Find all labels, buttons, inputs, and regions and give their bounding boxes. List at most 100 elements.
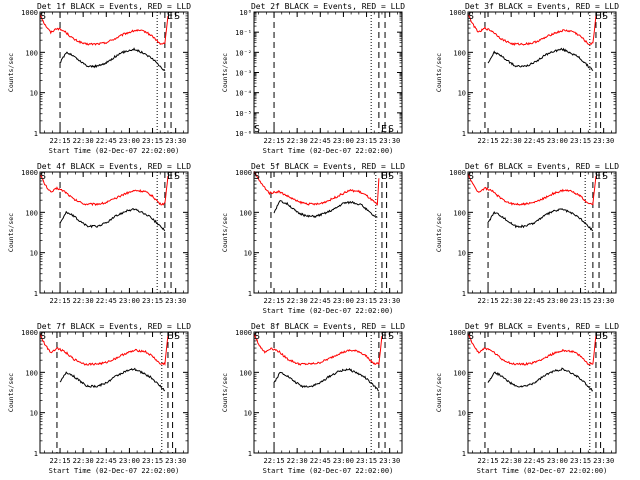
x-tick-label: 23:30 [165, 297, 186, 305]
x-tick-label: 22:45 [524, 297, 545, 305]
events-series-line [59, 367, 166, 392]
events-series-line [487, 47, 594, 72]
x-tick-label: 22:30 [287, 297, 308, 305]
y-tick-label: 10 [244, 410, 252, 418]
x-tick-label: 22:15 [478, 137, 499, 145]
chart-panel: Det 2f BLACK = Events, RED = LLD Counts/s… [221, 2, 405, 155]
x-tick-label: 23:00 [547, 297, 568, 305]
events-series-line [59, 47, 166, 71]
y-tick-label: 10 [244, 250, 252, 258]
end-marker: E [381, 331, 387, 342]
chart-title: Det 9f BLACK = Events, RED = LLD [465, 322, 619, 331]
x-tick-label: 22:45 [310, 297, 331, 305]
x-tick-label: 23:30 [165, 457, 186, 465]
x-tick-label: 23:30 [593, 457, 614, 465]
x-tick-label: 22:45 [96, 137, 117, 145]
y-axis-label: Counts/sec [435, 53, 443, 92]
y-tick-label: 100 [25, 49, 38, 57]
y-tick-label: 1000 [235, 169, 252, 177]
x-tick-label: 22:45 [96, 457, 117, 465]
x-tick-label: 23:00 [333, 457, 354, 465]
y-tick-label: 10⁰ [239, 9, 252, 17]
x-tick-label: 23:00 [547, 137, 568, 145]
x-tick-label: 22:15 [50, 137, 71, 145]
events-series-line [487, 208, 594, 232]
x-tick-label: 22:30 [501, 457, 522, 465]
y-tick-label: 100 [25, 369, 38, 377]
x-tick-label: 23:15 [356, 137, 377, 145]
x-tick-label: 23:15 [142, 297, 163, 305]
chart-title: Det 4f BLACK = Events, RED = LLD [37, 162, 191, 171]
x-tick-label: 22:30 [501, 137, 522, 145]
chart-panel: Det 1f BLACK = Events, RED = LLD Counts/s… [7, 2, 191, 155]
plot-frame [253, 331, 403, 454]
y-tick-label: 1 [34, 290, 38, 298]
start-marker: S [40, 171, 46, 182]
x-axis-label: Start Time (02-Dec-07 22:02:00) [263, 147, 394, 155]
start-marker: S [254, 171, 260, 182]
x-tick-label: 23:30 [379, 137, 400, 145]
x-axis-label: Start Time (02-Dec-07 22:02:00) [263, 467, 394, 475]
plot-frame [253, 171, 403, 294]
y-tick-label: 10 [30, 90, 38, 98]
x-tick-label: 22:45 [310, 457, 331, 465]
chart-title: Det 1f BLACK = Events, RED = LLD [37, 2, 191, 11]
end-marker: E [595, 171, 601, 182]
x-axis-label: Start Time (02-Dec-07 22:02:00) [263, 307, 394, 315]
x-tick-label: 22:30 [287, 457, 308, 465]
start-marker: S [602, 171, 608, 182]
y-tick-label: 10 [30, 410, 38, 418]
y-tick-label: 10⁻⁶ [235, 130, 252, 138]
chart-title: Det 7f BLACK = Events, RED = LLD [37, 322, 191, 331]
y-tick-label: 1000 [21, 329, 38, 337]
start-marker: S [40, 11, 46, 22]
y-tick-label: 10⁻² [235, 49, 252, 57]
start-marker: S [468, 331, 474, 342]
y-tick-label: 1 [34, 130, 38, 138]
events-series-line [59, 208, 166, 232]
lld-series-line [253, 171, 380, 206]
start-marker: S [602, 331, 608, 342]
x-tick-label: 23:15 [570, 457, 591, 465]
y-tick-label: 10⁻⁴ [235, 90, 252, 98]
y-tick-label: 1 [462, 290, 466, 298]
x-tick-label: 22:30 [73, 297, 94, 305]
y-tick-label: 10⁻⁵ [235, 110, 252, 118]
x-tick-label: 23:30 [165, 137, 186, 145]
lld-series-line [253, 333, 383, 366]
y-tick-label: 100 [239, 209, 252, 217]
start-marker: S [388, 171, 394, 182]
plot-frame [467, 11, 617, 134]
x-tick-label: 23:30 [379, 457, 400, 465]
end-marker: E [381, 124, 387, 135]
x-tick-label: 23:15 [142, 137, 163, 145]
events-series-line [273, 200, 378, 219]
x-axis-label: Start Time (02-Dec-07 22:02:00) [49, 467, 180, 475]
y-tick-label: 100 [25, 209, 38, 217]
x-axis-label: Start Time (02-Dec-07 22:02:00) [49, 147, 180, 155]
chart-panel: Det 3f BLACK = Events, RED = LLD Counts/s… [435, 2, 619, 145]
y-tick-label: 10⁻³ [235, 70, 252, 78]
end-marker: E [167, 11, 173, 22]
chart-panel: Det 7f BLACK = Events, RED = LLD Counts/s… [7, 322, 191, 475]
x-tick-label: 23:15 [356, 457, 377, 465]
y-axis-label: Counts/sec [435, 373, 443, 412]
x-tick-label: 22:15 [478, 457, 499, 465]
start-marker: S [174, 331, 180, 342]
y-axis-label: Counts/sec [7, 213, 15, 252]
start-marker: S [468, 11, 474, 22]
x-tick-label: 23:00 [333, 137, 354, 145]
plot-frame [253, 11, 403, 134]
start-marker: S [174, 11, 180, 22]
x-tick-label: 23:15 [570, 297, 591, 305]
events-series-line [273, 367, 379, 392]
end-marker: E [595, 331, 601, 342]
y-axis-label: Counts/sec [221, 213, 229, 252]
x-tick-label: 22:30 [287, 137, 308, 145]
x-tick-label: 23:15 [356, 297, 377, 305]
y-tick-label: 1000 [235, 329, 252, 337]
x-tick-label: 22:45 [96, 297, 117, 305]
x-tick-label: 22:30 [501, 297, 522, 305]
events-series-line [487, 367, 593, 392]
